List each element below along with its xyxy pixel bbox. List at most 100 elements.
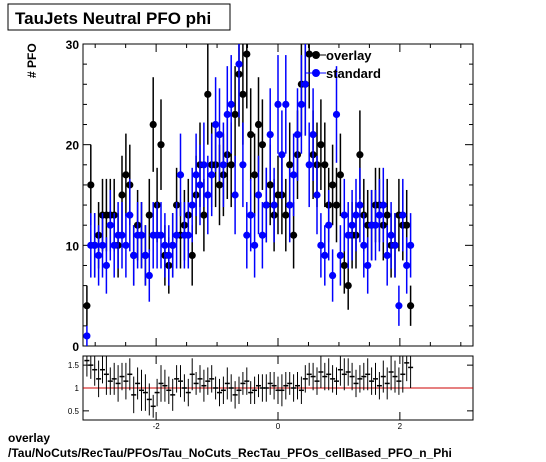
y-tick-label: 30 [66,38,80,52]
standard-point [321,251,329,259]
standard-point [176,171,185,179]
standard-point [286,201,294,209]
standard-point [278,151,286,159]
legend-standard-marker [312,69,320,77]
standard-point [137,231,146,239]
standard-point [395,302,403,310]
overlay-point [188,251,196,259]
overlay-point [231,110,239,119]
footer-line-1: overlay [8,431,50,445]
standard-point [196,181,204,189]
overlay-point [157,141,165,149]
chart-title: TauJets Neutral PFO phi [15,9,211,28]
standard-point [231,191,239,199]
standard-point [305,161,313,169]
standard-point [387,231,395,239]
standard-point [251,241,259,249]
standard-point [270,201,278,209]
standard-point [344,231,352,239]
overlay-point [258,141,266,149]
overlay-point [87,181,95,189]
y-axis-label: # PFO [25,43,39,78]
overlay-point [332,201,341,209]
standard-point [122,241,130,249]
standard-point [243,231,251,239]
legend-overlay-label: overlay [326,48,372,63]
y-tick-label: 0 [72,340,79,354]
standard-point [364,261,372,270]
standard-point [317,241,325,249]
ratio-y-tick-label: 0.5 [68,407,80,416]
standard-point [184,231,192,239]
overlay-point [227,161,235,169]
main-axis-ticks: 0 10 20 30 [66,38,473,354]
overlay-point [286,161,294,169]
standard-point [239,161,247,169]
overlay-point [290,231,298,239]
footer-line-2: /Tau/NoCuts/RecTau/PFOs/Tau_NoCuts_RecTa… [8,446,452,460]
standard-point [145,271,153,280]
overlay-point [317,141,325,149]
standard-point [219,161,227,169]
overlay-point [83,302,91,310]
standard-point [379,201,387,209]
standard-point [235,60,243,68]
standard-point [309,131,317,139]
overlay-point [383,211,391,219]
standard-point [383,251,391,259]
legend-overlay-marker [312,51,320,59]
standard-point [91,241,99,249]
overlay-point [254,120,263,129]
standard-point [165,251,173,259]
standard-point [352,211,360,219]
standard-point [95,251,103,259]
standard-point [375,211,383,219]
overlay-point [344,282,352,290]
standard-point [325,221,333,229]
standard-point [247,211,255,219]
standard-point [266,131,274,139]
overlay-point [336,171,344,179]
overlay-point [118,191,126,199]
overlay-point [200,211,208,219]
standard-point [223,110,231,119]
y-tick-label: 10 [66,239,80,253]
overlay-point [305,50,313,58]
standard-point [313,191,321,199]
overlay-point [329,181,337,189]
overlay-point [407,302,415,310]
overlay-point [251,171,259,179]
standard-point [348,221,356,229]
overlay-point [356,151,364,159]
ratio-x-tick-label: -2 [153,422,161,431]
standard-point [403,261,411,270]
standard-point [204,191,212,199]
standard-point [215,131,224,139]
y-tick-label: 20 [66,139,80,153]
standard-point [208,171,216,179]
standard-point [98,241,107,249]
legend: overlay standard [306,48,381,81]
standard-point [332,110,341,119]
standard-point [118,231,126,239]
standard-point [258,231,266,239]
standard-point [200,161,208,169]
overlay-point [340,261,348,270]
overlay-point [204,90,212,98]
ratio-y-tick-label: 1.5 [68,361,80,370]
overlay-point [243,50,251,58]
standard-point [83,332,91,340]
standard-point [169,241,177,249]
standard-point [274,100,282,108]
standard-point [106,221,114,229]
standard-point [293,131,302,139]
ratio-data-points [84,356,414,418]
standard-point [254,191,263,199]
ratio-x-tick-label: 2 [398,422,403,431]
ratio-y-tick-label: 1 [75,384,80,393]
standard-point [399,211,407,219]
standard-point [173,231,181,239]
overlay-point [149,120,157,129]
standard-point [391,241,399,249]
